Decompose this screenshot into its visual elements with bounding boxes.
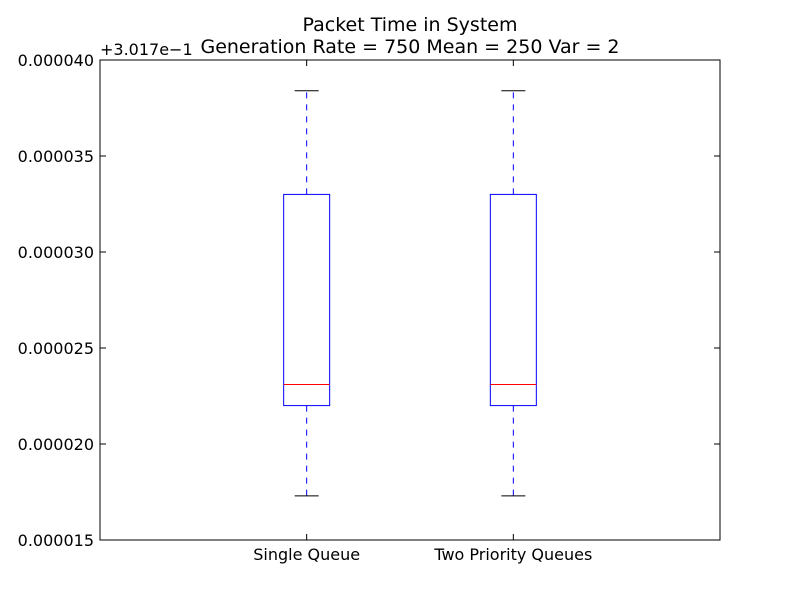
x-axis: Single Queue Two Priority Queues [253,60,592,564]
y-tick-label: 0.000015 [18,531,94,550]
box-series [283,90,537,497]
y-tick-label: 0.000020 [18,435,94,454]
chart-title: Packet Time in System [303,14,518,36]
x-tick-label: Two Priority Queues [433,545,592,564]
chart-subtitle: Generation Rate = 750 Mean = 250 Var = 2 [200,36,619,58]
y-axis: 0.000015 0.000020 0.000025 0.000030 0.000035… [18,51,720,550]
y-tick-label: 0.000040 [18,51,94,70]
y-axis-offset-label: +3.017e−1 [100,40,193,59]
box-1 [283,90,331,497]
y-tick-label: 0.000035 [18,147,94,166]
plot-frame [99,59,721,541]
x-tick-label: Single Queue [253,545,360,564]
y-tick-label: 0.000025 [18,339,94,358]
iqr-box [283,193,331,407]
box-2 [489,90,537,497]
y-tick-label: 0.000030 [18,243,94,262]
iqr-box [489,193,537,407]
